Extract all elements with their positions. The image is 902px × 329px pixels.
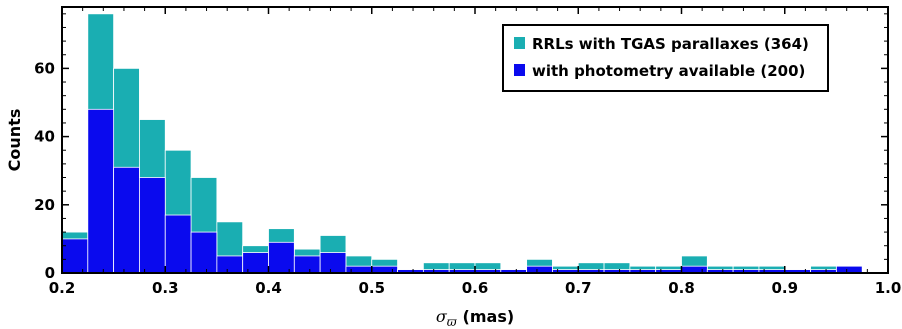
legend-label-photometry: with photometry available (200) [532, 62, 805, 80]
legend-label-tgas: RRLs with TGAS parallaxes (364) [532, 35, 809, 53]
bar-photometry [835, 265, 863, 274]
y-tick-labels: 0 20 40 60 [34, 59, 55, 282]
bar-photometry [242, 252, 269, 274]
x-axis-label-subscript: ϖ [447, 315, 458, 329]
legend-swatch-photometry [514, 64, 525, 76]
x-tick-label: 0.5 [358, 279, 385, 297]
bar-photometry [190, 231, 218, 274]
bar-photometry [319, 252, 347, 274]
x-axis-label-symbol: σ [436, 307, 448, 326]
bar-photometry [87, 108, 115, 274]
bar-photometry [268, 241, 295, 274]
x-axis-label-unit: (mas) [463, 307, 515, 326]
x-tick-label: 0.4 [255, 279, 282, 297]
x-tick-label: 1.0 [875, 279, 902, 297]
x-axis-label: σϖ (mas) [436, 307, 514, 329]
y-tick-label: 60 [34, 59, 55, 77]
x-tick-label: 0.7 [565, 279, 592, 297]
x-tick-label: 0.8 [668, 279, 695, 297]
legend-box [502, 24, 829, 92]
y-tick-label: 0 [45, 264, 55, 282]
x-tick-label: 0.2 [49, 279, 76, 297]
bar-photometry [345, 265, 373, 274]
bar-photometry [371, 265, 398, 274]
y-axis-label: Counts [5, 109, 24, 172]
x-tick-label: 0.3 [152, 279, 179, 297]
bar-photometry [293, 255, 321, 274]
bar-photometry [113, 166, 140, 274]
bar-photometry [681, 265, 708, 274]
x-tick-label: 0.9 [771, 279, 798, 297]
legend-swatch-tgas [514, 37, 525, 49]
bar-photometry [61, 238, 89, 274]
axis-ticks [61, 7, 889, 274]
bar-photometry [526, 265, 553, 274]
y-tick-label: 20 [34, 196, 55, 214]
x-tick-labels: 0.2 0.3 0.4 0.5 0.6 0.7 0.8 0.9 1.0 [49, 279, 902, 297]
bar-photometry [216, 255, 244, 274]
y-tick-label: 40 [34, 128, 55, 146]
legend: RRLs with TGAS parallaxes (364) with pho… [502, 24, 829, 92]
bar-photometry [164, 214, 192, 274]
series-photometry-bars [61, 108, 863, 274]
x-tick-label: 0.6 [462, 279, 489, 297]
bar-photometry [139, 177, 166, 274]
